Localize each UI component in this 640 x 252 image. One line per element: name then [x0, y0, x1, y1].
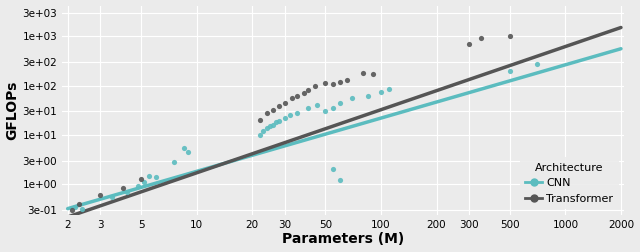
Point: [108, 195, 118, 199]
Point: [335, 178, 345, 182]
Point: [268, 123, 278, 127]
Point: [285, 113, 295, 117]
Point: [255, 133, 265, 137]
Point: [67, 208, 77, 212]
Point: [335, 80, 345, 84]
Point: [258, 129, 268, 133]
Point: [179, 146, 189, 150]
Point: [476, 36, 486, 40]
Point: [265, 124, 275, 128]
Point: [292, 111, 302, 115]
Point: [287, 96, 298, 100]
Point: [122, 190, 132, 194]
Point: [255, 118, 265, 122]
Point: [132, 184, 143, 188]
Point: [262, 126, 272, 130]
X-axis label: Parameters (M): Parameters (M): [282, 232, 404, 246]
Point: [274, 119, 284, 123]
Point: [70, 205, 81, 209]
Point: [136, 177, 146, 181]
Point: [321, 81, 331, 85]
Point: [95, 193, 105, 197]
Point: [328, 106, 339, 110]
Point: [298, 91, 308, 95]
Point: [312, 103, 322, 107]
Point: [367, 72, 378, 76]
Point: [328, 82, 339, 86]
Point: [303, 106, 313, 110]
Point: [268, 108, 278, 112]
Point: [376, 90, 386, 94]
Point: [139, 180, 149, 184]
Point: [280, 101, 290, 105]
Point: [150, 175, 161, 179]
Point: [77, 207, 88, 211]
Point: [341, 78, 351, 82]
Point: [74, 202, 84, 206]
Point: [271, 120, 281, 124]
Point: [280, 116, 290, 120]
Point: [262, 111, 272, 115]
Point: [383, 87, 394, 91]
Point: [183, 150, 193, 154]
Point: [310, 83, 321, 87]
Point: [118, 186, 128, 190]
Point: [303, 88, 313, 92]
Point: [168, 160, 179, 164]
Point: [505, 69, 515, 73]
Point: [328, 167, 339, 171]
Point: [616, 0, 626, 4]
Point: [321, 109, 331, 113]
Point: [274, 104, 284, 108]
Point: [335, 101, 345, 105]
Point: [464, 42, 474, 46]
Point: [348, 96, 358, 100]
Point: [532, 62, 542, 66]
Legend: CNN, Transformer: CNN, Transformer: [520, 157, 619, 209]
Point: [363, 94, 373, 99]
Point: [143, 173, 154, 177]
Point: [292, 94, 302, 99]
Point: [505, 34, 515, 38]
Y-axis label: GFLOPs: GFLOPs: [6, 80, 20, 140]
Point: [358, 71, 368, 75]
